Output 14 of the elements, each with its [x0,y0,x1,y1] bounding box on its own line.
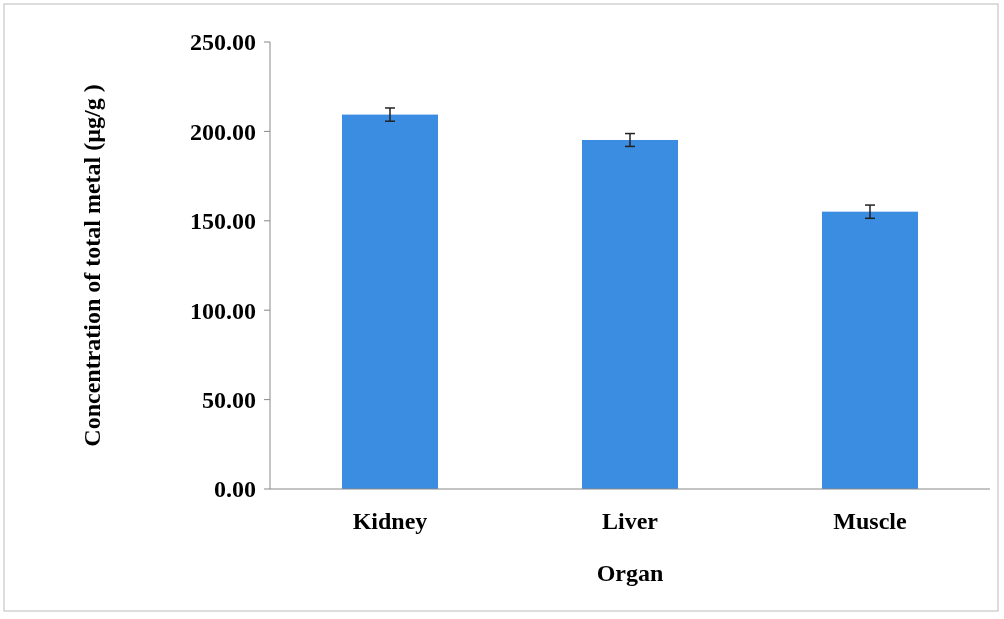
y-tick-label: 100.00 [190,297,256,324]
x-tick-label: Liver [602,508,659,534]
y-tick-label: 200.00 [190,118,256,145]
y-tick-label: 0.00 [214,476,256,503]
bar [342,114,438,489]
y-tick-label: 50.00 [202,387,256,413]
x-tick-label: Kidney [352,508,428,534]
y-tick-label: 150.00 [190,208,256,235]
y-tick-label: 250.00 [190,29,256,56]
x-tick-label: Muscle [833,508,907,534]
x-axis-title: Organ [596,560,664,586]
bar [582,139,678,489]
bar [822,211,918,489]
y-axis-title: Concentration of total metal (µg/g ) [79,84,105,447]
